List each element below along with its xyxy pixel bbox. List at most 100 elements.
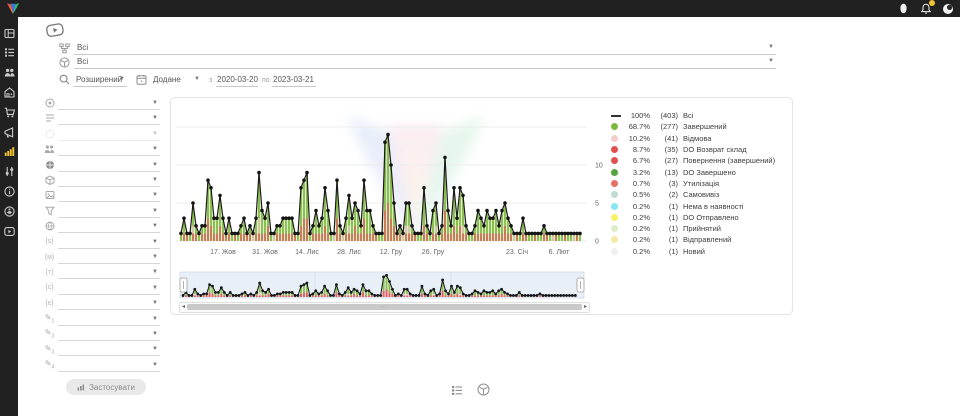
filter-dropdown-1[interactable]: ▼ — [58, 97, 160, 110]
svg-text:31. Жов: 31. Жов — [252, 249, 278, 256]
chevron-down-icon[interactable]: ▼ — [152, 361, 158, 368]
filter-dropdown-14[interactable]: ▼ — [58, 297, 160, 311]
date-from-input[interactable]: 2020-03-20 — [216, 73, 258, 87]
chevron-down-icon[interactable]: ▼ — [768, 44, 774, 50]
sidebar-item-orders[interactable] — [0, 45, 18, 61]
filter-dropdown-5[interactable]: ▼ — [58, 159, 160, 172]
app-logo-icon[interactable] — [6, 2, 20, 15]
braces-є-icon: {є} — [45, 299, 54, 307]
chevron-down-icon[interactable]: ▼ — [152, 346, 158, 353]
topbar — [0, 0, 960, 17]
legend-item-6[interactable]: 3.2% (13) DO Завершено — [611, 166, 787, 177]
nav-handle-right[interactable] — [576, 277, 585, 293]
nav-handle-left[interactable] — [179, 277, 188, 293]
filter-dropdown-4[interactable]: ▼ — [58, 143, 160, 157]
chevron-down-icon[interactable]: ▼ — [152, 284, 158, 291]
scroll-left-icon[interactable]: ◂ — [182, 304, 186, 310]
chevron-down-icon[interactable]: ▼ — [152, 100, 158, 106]
braces-т-icon: {т} — [45, 268, 54, 276]
legend-dot-swatch — [611, 179, 618, 187]
legend-item-7[interactable]: 0.7% (3) Утилізація — [611, 178, 787, 189]
filter-dropdown-10[interactable]: ▼ — [58, 236, 160, 249]
legend-item-2[interactable]: 68.7% (277) Завершений — [611, 121, 787, 132]
sidebar-item-statistics[interactable] — [0, 144, 18, 160]
chevron-down-icon[interactable]: ▼ — [119, 76, 125, 82]
legend-item-9[interactable]: 0.2% (1) Нема в наявності — [611, 200, 787, 211]
sidebar-item-dashboard[interactable] — [0, 25, 18, 41]
chevron-down-icon[interactable]: ▼ — [152, 269, 158, 276]
filter-dropdown-15[interactable]: ▼ — [58, 313, 160, 326]
legend-dot-swatch — [611, 191, 618, 199]
legend-item-1[interactable]: 100% (403) Всі — [611, 110, 787, 121]
legend-item-5[interactable]: 6.7% (27) Повернення (завершений) — [611, 155, 787, 166]
legend-item-3[interactable]: 10.2% (41) Відмова — [611, 133, 787, 144]
chevron-down-icon[interactable]: ▼ — [194, 76, 200, 82]
box-icon — [43, 174, 56, 186]
search-icon[interactable] — [59, 74, 70, 85]
filter-dropdown-13[interactable]: ▼ — [58, 282, 160, 295]
chevron-down-icon[interactable]: ▼ — [768, 58, 774, 64]
scrollbar-thumb[interactable]: ∙∙∙ — [187, 304, 582, 310]
legend-item-12[interactable]: 0.2% (1) Відправлений — [611, 234, 787, 245]
user-bust-icon[interactable] — [897, 2, 910, 15]
sidebar-item-supplies[interactable] — [0, 203, 18, 219]
filter-dropdown-3[interactable]: ▼ — [58, 128, 160, 141]
sidebar-item-shop[interactable] — [0, 84, 18, 100]
chevron-down-icon[interactable]: ▼ — [152, 223, 158, 230]
braces-м-icon: {м} — [44, 253, 55, 261]
profile-avatar-icon[interactable] — [941, 2, 954, 15]
chevron-down-icon[interactable]: ▼ — [152, 115, 158, 122]
legend-item-4[interactable]: 8.7% (35) DO Возврат склад — [611, 144, 787, 155]
statistics-icon — [4, 147, 14, 157]
chart-navigator[interactable] — [179, 270, 589, 300]
sidebar-item-clients[interactable] — [0, 65, 18, 81]
statuses-filter[interactable]: Всі ▼ — [74, 41, 776, 55]
notifications-bell-icon[interactable] — [919, 0, 935, 15]
marketing-icon — [3, 126, 13, 138]
chevron-down-icon[interactable]: ▼ — [152, 331, 158, 337]
filter-dropdown-7[interactable]: ▼ — [58, 189, 160, 203]
date-field-select[interactable]: Додане ▼ — [150, 73, 202, 86]
legend-item-13[interactable]: 0.2% (1) Новий — [611, 246, 787, 257]
sidebar-item-settings[interactable] — [0, 164, 18, 180]
chevron-down-icon[interactable]: ▼ — [152, 315, 158, 322]
orders-chart[interactable]: 0 5 10 17. Жов 31. Жов 14. Лис 28. Лис 12. Гру 2… — [171, 98, 609, 268]
chevron-down-icon[interactable]: ▼ — [152, 146, 158, 153]
filter-dropdown-11[interactable]: ▼ — [58, 251, 160, 264]
chevron-down-icon[interactable]: ▼ — [152, 254, 158, 260]
filter-dropdown-16[interactable]: ▼ — [58, 328, 160, 341]
legend-item-8[interactable]: 0.5% (2) Самовивіз — [611, 189, 787, 200]
date-to-input[interactable]: 2023-03-21 — [272, 73, 316, 87]
sidebar-item-cart[interactable] — [0, 104, 18, 120]
video-hint-icon[interactable] — [45, 21, 66, 39]
scroll-right-icon[interactable]: ▸ — [583, 304, 587, 310]
summary-products-icon[interactable] — [477, 383, 490, 396]
filter-dropdown-9[interactable]: ▼ — [58, 220, 160, 234]
legend-item-11[interactable]: 0.2% (1) Прийнятий — [611, 223, 787, 234]
sidebar-item-marketing[interactable] — [0, 124, 18, 140]
sidebar-item-tutorials[interactable] — [0, 223, 18, 239]
chevron-down-icon[interactable]: ▼ — [152, 192, 158, 199]
legend-dot-swatch — [611, 202, 618, 210]
filter-dropdown-18[interactable]: ▼ — [58, 359, 160, 372]
filter-dropdown-12[interactable]: ▼ — [58, 266, 160, 280]
chevron-down-icon[interactable]: ▼ — [152, 130, 158, 137]
products-filter[interactable]: Всі ▼ — [74, 55, 776, 69]
filter-dropdown-6[interactable]: ▼ — [58, 174, 160, 187]
clients-icon — [4, 68, 15, 77]
chart-scrollbar[interactable]: ◂ ∙∙∙ ▸ — [179, 302, 590, 313]
dashboard-icon — [3, 28, 15, 38]
sidebar-item-info[interactable] — [0, 183, 18, 199]
legend-item-10[interactable]: 0.2% (1) DO Отправлено — [611, 212, 787, 223]
chevron-down-icon[interactable]: ▼ — [152, 207, 158, 214]
chevron-down-icon[interactable]: ▼ — [152, 161, 158, 168]
summary-statuses-icon[interactable] — [450, 384, 463, 397]
search-mode-select[interactable]: Розширений ▼ — [73, 73, 127, 87]
chevron-down-icon[interactable]: ▼ — [152, 177, 158, 183]
filter-dropdown-17[interactable]: ▼ — [58, 343, 160, 357]
chevron-down-icon[interactable]: ▼ — [152, 238, 158, 245]
filter-dropdown-2[interactable]: ▼ — [58, 112, 160, 126]
apply-button[interactable]: Застосувати — [66, 379, 146, 395]
chevron-down-icon[interactable]: ▼ — [152, 300, 158, 307]
filter-dropdown-8[interactable]: ▼ — [58, 205, 160, 218]
